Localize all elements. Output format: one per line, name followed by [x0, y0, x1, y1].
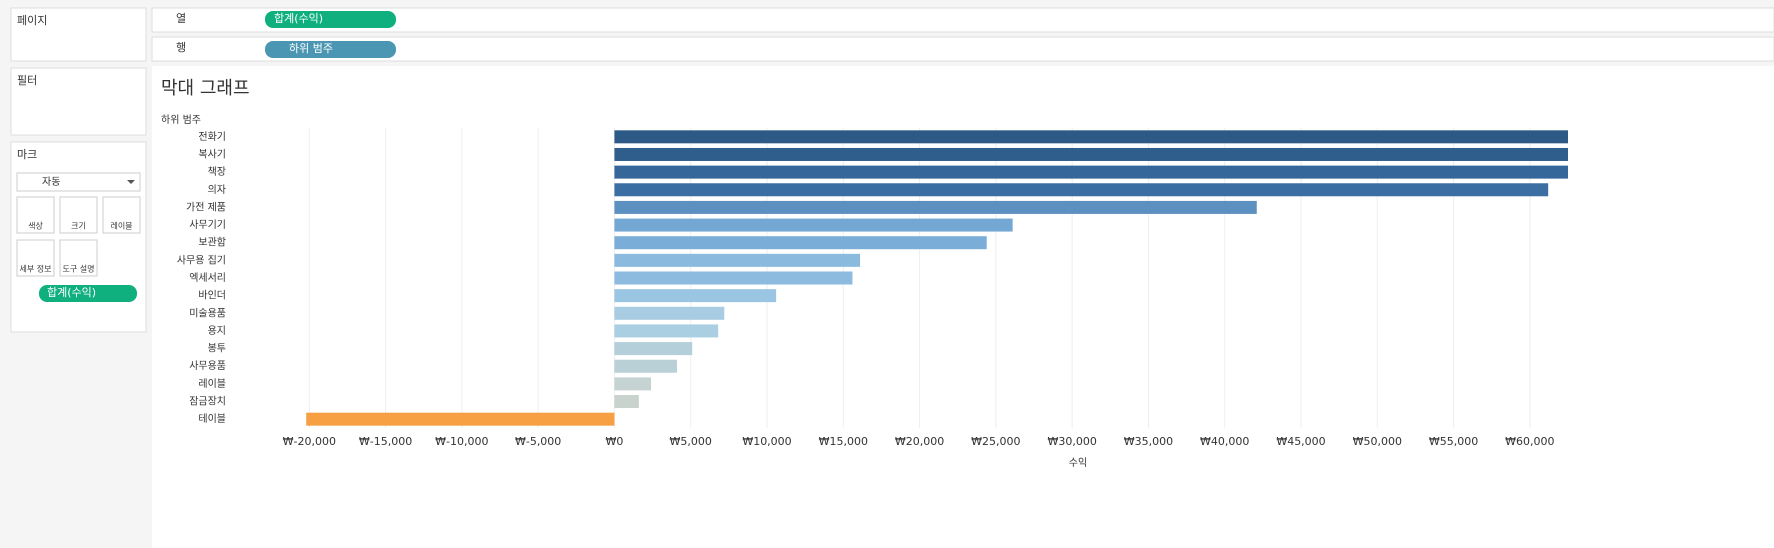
marks-card [10, 141, 147, 333]
y-tick-label: 미술용품 [189, 307, 226, 319]
x-tick-label: ₩45,000 [1276, 435, 1325, 448]
y-tick-label: 의자 [208, 184, 226, 196]
x-tick-label: ₩15,000 [819, 435, 868, 448]
x-tick-label: ₩20,000 [895, 435, 944, 448]
dropdown-arrow [127, 180, 135, 184]
mark-card-button[interactable] [59, 239, 98, 277]
bar [614, 200, 1257, 214]
view-area [152, 66, 1774, 548]
y-tick-label: 보관함 [198, 237, 226, 249]
filters-card [10, 67, 147, 136]
mark-type: 자동 [42, 176, 60, 188]
marks-label: 마크 [17, 148, 37, 161]
y-tick-label: 사무용 집기 [177, 254, 226, 266]
pages-label: 페이지 [17, 14, 47, 27]
bar [614, 342, 693, 356]
bar [614, 395, 639, 409]
x-tick-label: ₩25,000 [971, 435, 1020, 448]
color-pill-text: 합계(수익) [47, 286, 96, 299]
bar [614, 147, 1568, 161]
x-tick-label: ₩35,000 [1124, 435, 1173, 448]
x-tick-label: ₩60,000 [1505, 435, 1554, 448]
y-tick-label: 엑세서리 [189, 272, 226, 284]
columns-shelf [151, 7, 1774, 33]
mark-card-label: 세부 정보 [20, 264, 52, 274]
mark-card-label: 레이블 [110, 221, 132, 231]
filters-label: 필터 [17, 74, 37, 87]
rows-label: 행 [176, 41, 186, 54]
bar [614, 359, 677, 373]
y-tick-label: 사무용품 [189, 360, 226, 372]
x-tick-label: ₩-5,000 [515, 435, 561, 448]
x-tick-label: ₩55,000 [1429, 435, 1478, 448]
bar [614, 236, 987, 250]
bar [306, 412, 615, 426]
pages-card [10, 7, 147, 62]
mark-card-label: 도구 설명 [63, 264, 95, 274]
x-tick-label: ₩30,000 [1047, 435, 1096, 448]
columns-pill[interactable] [265, 11, 396, 28]
y-tick-label: 책장 [208, 166, 226, 178]
x-tick-label: ₩50,000 [1353, 435, 1402, 448]
color-pill[interactable] [39, 285, 137, 302]
bar [614, 324, 719, 338]
mark-card-button[interactable] [16, 196, 55, 234]
x-tick-label: ₩10,000 [742, 435, 791, 448]
y-tick-label: 가전 제품 [186, 201, 226, 213]
x-axis-label: 수익 [1069, 457, 1087, 469]
y-tick-label: 전화기 [198, 131, 226, 143]
x-tick-label: ₩40,000 [1200, 435, 1249, 448]
rows-pill-text: 하위 범주 [289, 41, 333, 55]
x-tick-label: ₩0 [605, 435, 623, 448]
y-axis-label: 하위 범주 [161, 113, 201, 126]
columns-pill-text: 합계(수익) [274, 12, 323, 25]
bar [614, 130, 1568, 144]
mark-card-button[interactable] [102, 196, 141, 234]
chart-title: 막대 그래프 [161, 78, 250, 99]
bar [614, 289, 777, 303]
columns-label: 열 [176, 12, 186, 25]
bar [614, 183, 1549, 197]
x-tick-label: ₩5,000 [670, 435, 712, 448]
mark-card-label: 색상 [28, 221, 43, 231]
mark-card-label: 크기 [71, 222, 86, 231]
y-tick-label: 테이블 [198, 413, 226, 425]
bar [614, 306, 725, 320]
x-tick-label: ₩-10,000 [435, 435, 488, 448]
y-tick-label: 용지 [208, 325, 226, 337]
y-tick-label: 레이블 [198, 378, 226, 390]
y-tick-label: 바인더 [198, 290, 226, 302]
bar [614, 165, 1568, 179]
bar [614, 253, 861, 267]
bar [614, 377, 652, 391]
rows-pill[interactable] [265, 41, 396, 58]
mark-card-button[interactable] [59, 196, 98, 234]
y-tick-label: 사무기기 [189, 219, 226, 231]
x-tick-label: ₩-20,000 [283, 435, 336, 448]
x-tick-label: ₩-15,000 [359, 435, 412, 448]
y-tick-label: 잠금장치 [189, 396, 226, 408]
mark-card-button[interactable] [16, 239, 55, 277]
bar [614, 218, 1013, 232]
y-tick-label: 봉투 [208, 343, 226, 355]
mark-type-dropdown[interactable] [16, 172, 141, 192]
bar [614, 271, 853, 285]
y-tick-label: 복사기 [198, 148, 226, 160]
rows-shelf [151, 36, 1774, 62]
